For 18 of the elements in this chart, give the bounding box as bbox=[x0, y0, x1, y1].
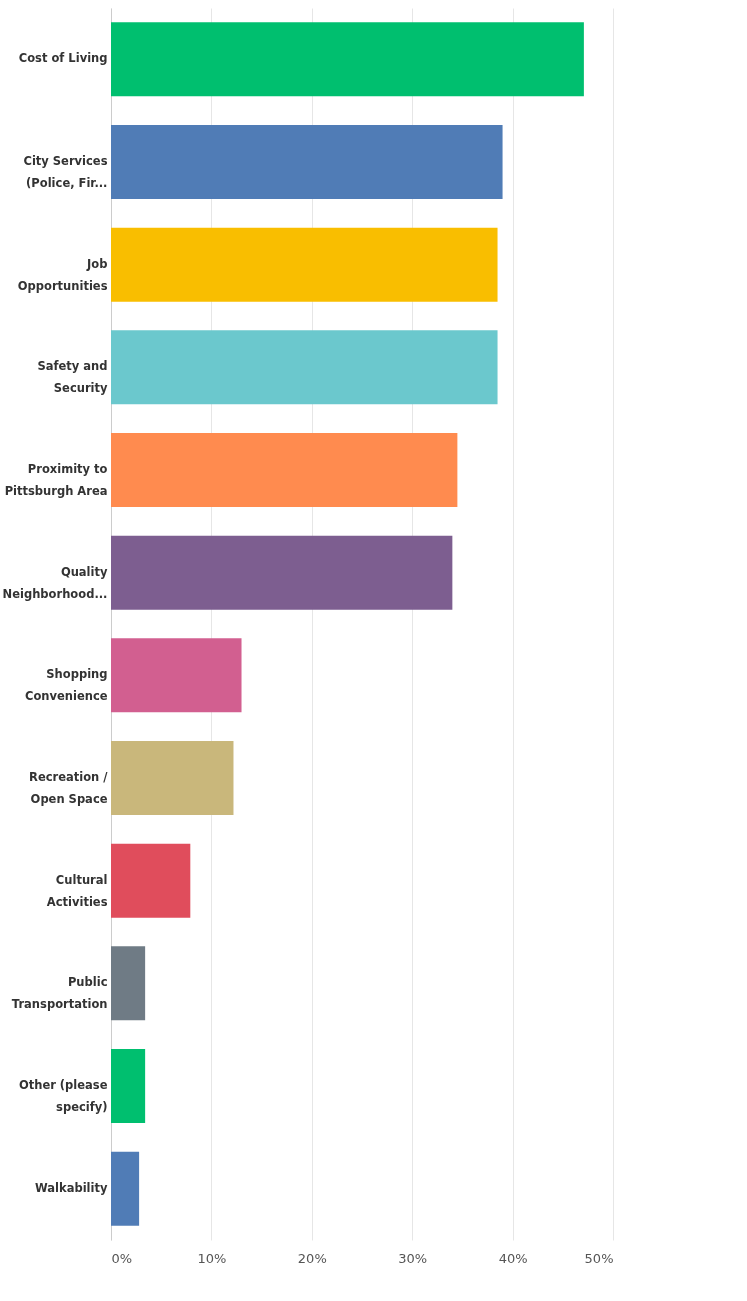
y-tick-label: Safety and Security bbox=[37, 359, 108, 396]
y-tick-label: Cost of Living bbox=[18, 51, 108, 66]
y-tick-label: Recreation / Open Space bbox=[29, 770, 109, 806]
y-tick-label: Quality Neighborhood... bbox=[2, 564, 108, 601]
y-tick-label: Other (please specify) bbox=[18, 1078, 108, 1114]
x-tick-label: 10% bbox=[197, 1250, 227, 1266]
y-tick-label: Job Opportunities bbox=[17, 256, 108, 293]
x-tick-label: 0% bbox=[111, 1250, 133, 1266]
y-tick-label: City Services (Police, Fir... bbox=[23, 154, 108, 190]
x-tick-label: 20% bbox=[297, 1250, 327, 1266]
y-tick-label: Cultural Activities bbox=[46, 872, 108, 909]
y-tick-label: Walkability bbox=[35, 1180, 108, 1195]
x-tick-label: 50% bbox=[584, 1250, 614, 1266]
y-tick-label: Shopping Convenience bbox=[24, 667, 108, 704]
y-tick-label: Proximity to Pittsburgh Area bbox=[4, 462, 108, 498]
x-tick-label: 30% bbox=[398, 1250, 428, 1266]
x-tick-label: 40% bbox=[498, 1250, 528, 1266]
y-tick-label: Public Transportation bbox=[11, 975, 108, 1012]
